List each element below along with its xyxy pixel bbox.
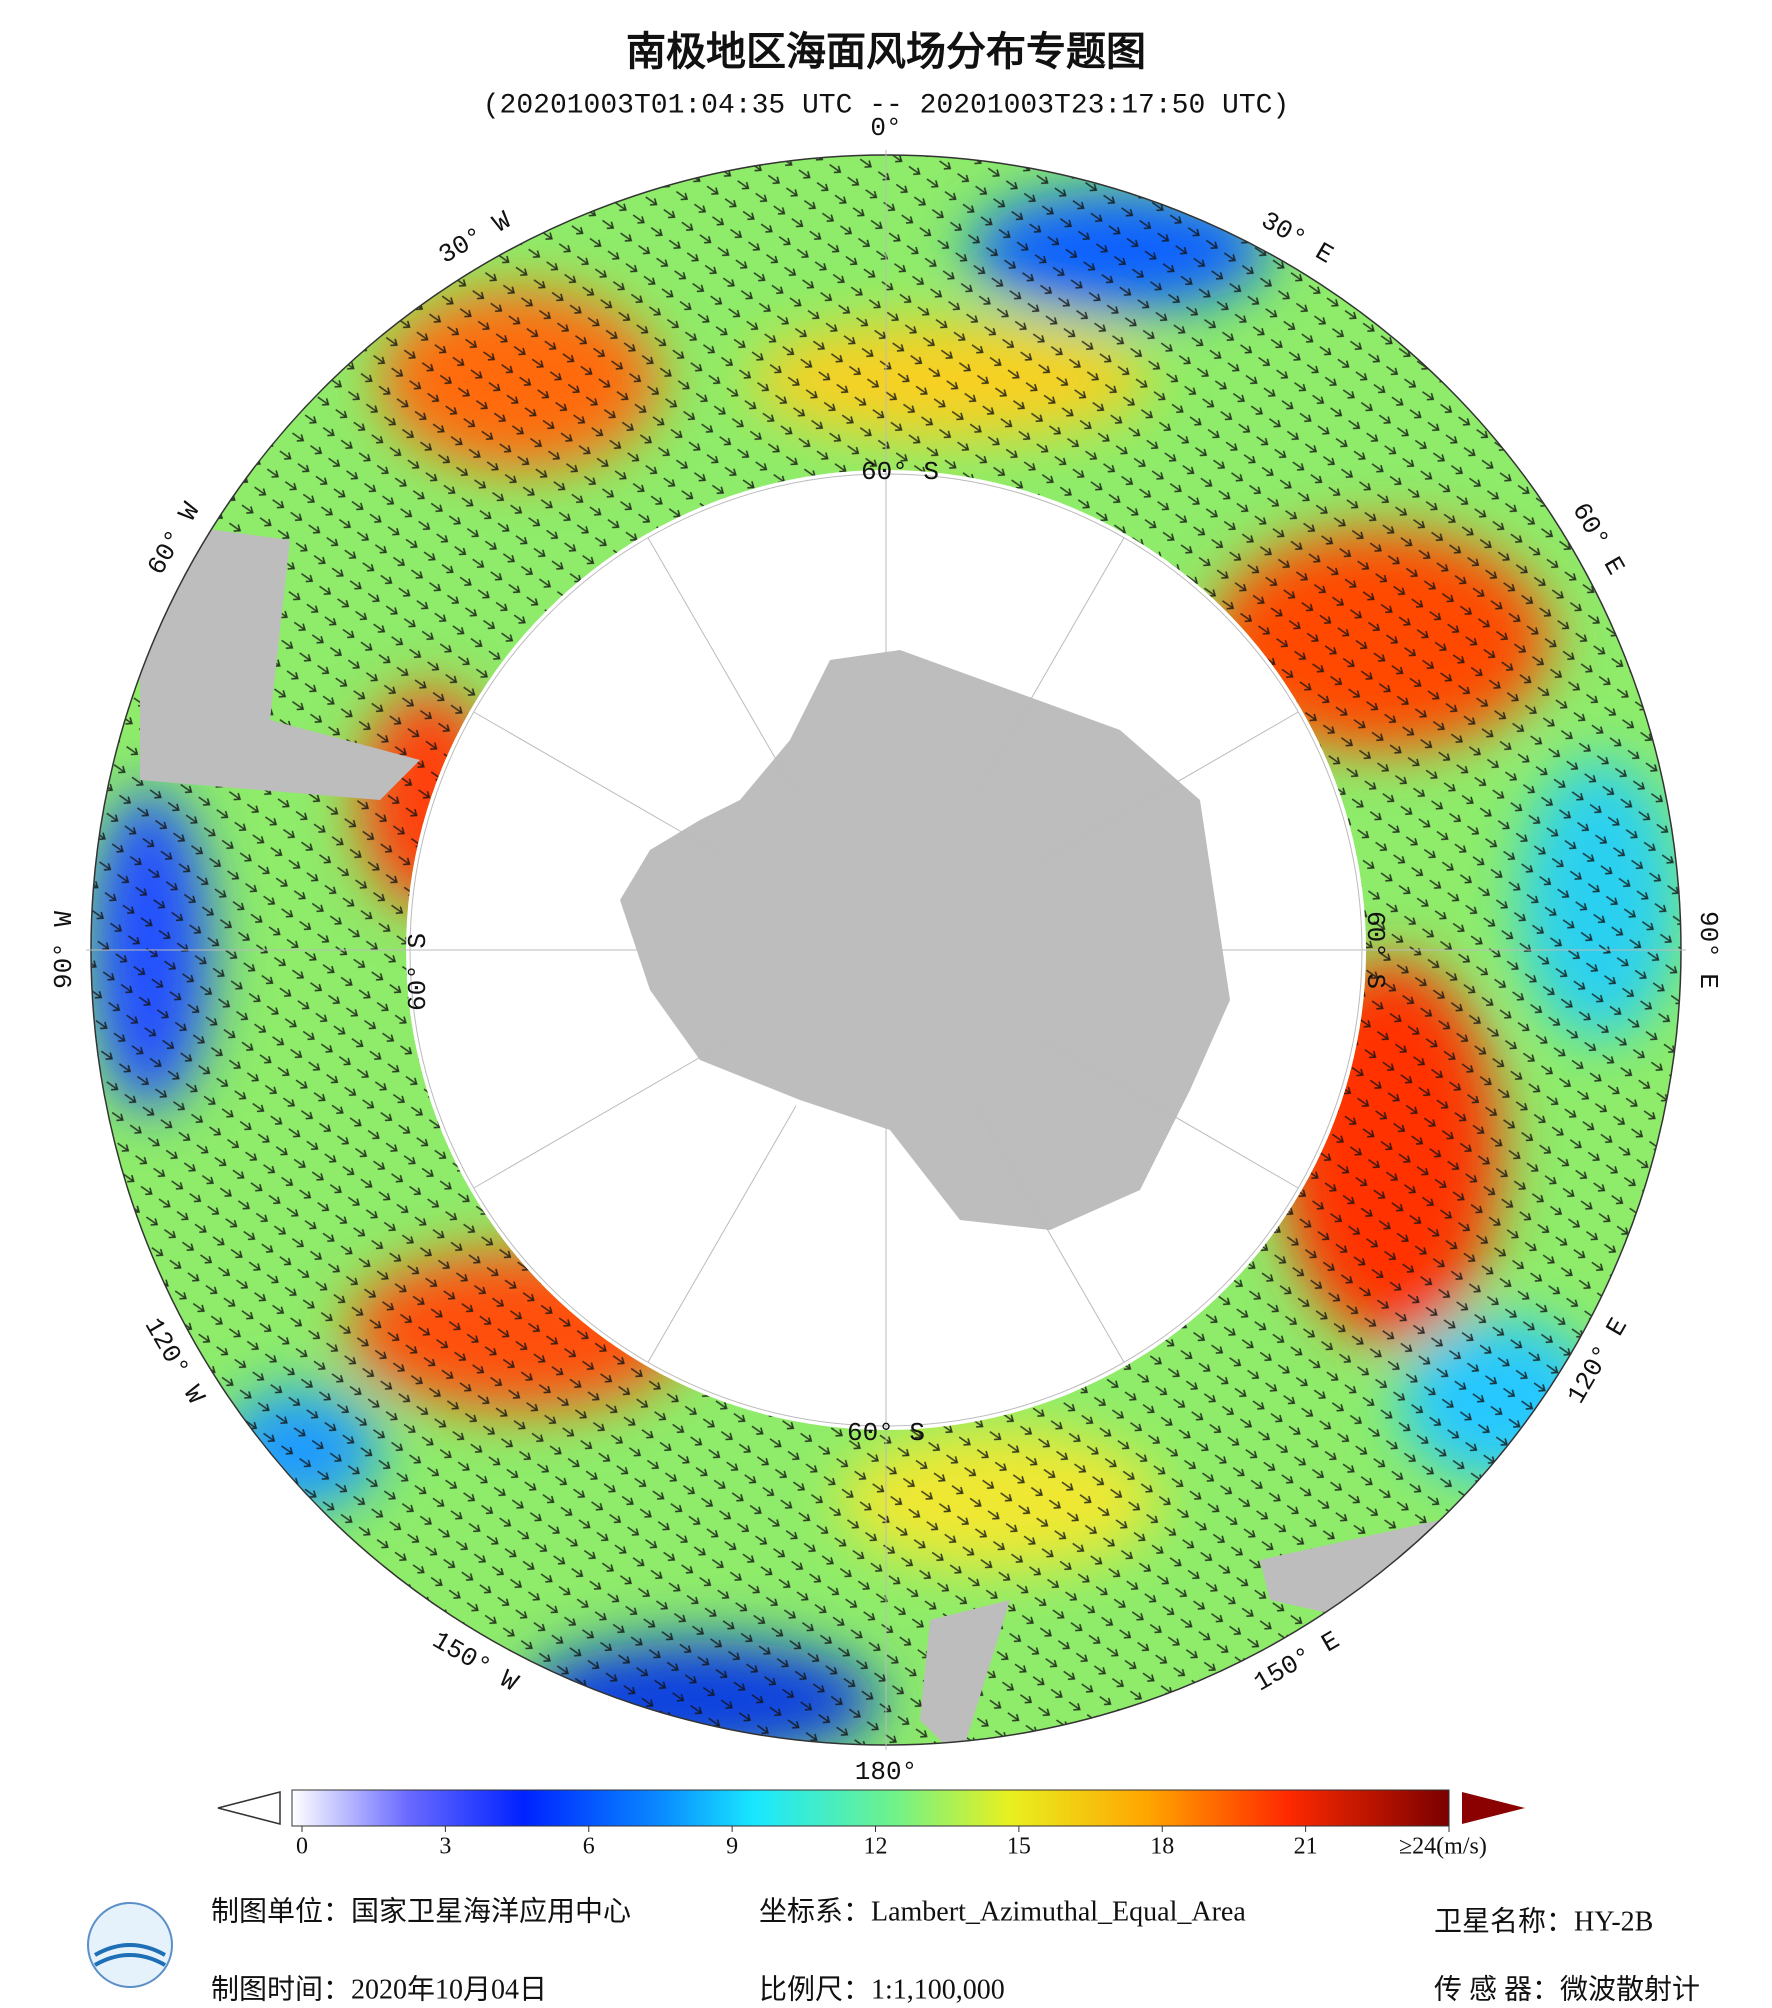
footer-sensor: 传 感 器：微波散射计 xyxy=(1434,1973,1700,2005)
colorbar-tick-label: 9 xyxy=(726,1834,738,1860)
colorbar-tick-label: 0 xyxy=(296,1834,308,1860)
subtitle: (20201003T01:04:35 UTC -- 20201003T23:17… xyxy=(483,90,1290,121)
antarctica xyxy=(620,650,1230,1230)
graticule-line xyxy=(1041,1039,1299,1189)
title: 南极地区海面风场分布专题图 xyxy=(626,29,1146,75)
latitude-label: 60° S xyxy=(403,933,433,1011)
graticule-line xyxy=(647,537,797,795)
graticule-line xyxy=(473,1039,731,1189)
colorbar-tick-label: ≥24(m/s) xyxy=(1399,1834,1487,1860)
footer-date: 制图时间：2020年10月04日 xyxy=(211,1973,547,2005)
latitude-label: 60° S xyxy=(847,1418,925,1448)
longitude-label: 180° xyxy=(855,1757,917,1787)
footer-satellite: 卫星名称：HY-2B xyxy=(1434,1905,1653,1937)
colorbar-tick-label: 15 xyxy=(1007,1834,1031,1860)
latitude-label: 60° S xyxy=(1360,911,1390,989)
footer-producer: 制图单位：国家卫星海洋应用中心 xyxy=(211,1895,631,1927)
graticule-line xyxy=(975,1105,1125,1363)
footer-scale: 比例尺：1:1,100,000 xyxy=(759,1973,1005,2005)
colorbar-tick-label: 18 xyxy=(1150,1834,1174,1860)
longitude-label: 90° W xyxy=(49,911,79,989)
longitude-label: 90° E xyxy=(1693,911,1723,989)
colorbar-tick-label: 6 xyxy=(583,1834,595,1860)
graticule-line xyxy=(1041,711,1299,861)
graticule-line xyxy=(647,1105,797,1363)
colorbar-tick-label: 21 xyxy=(1294,1834,1318,1860)
graticule-line xyxy=(473,711,731,861)
legend-arrows xyxy=(217,1789,1525,1827)
colorbar-tick-label: 12 xyxy=(864,1834,888,1860)
colorbar-tick-label: 3 xyxy=(439,1834,451,1860)
graticule-line xyxy=(975,537,1125,795)
longitude-label: 0° xyxy=(870,113,901,143)
logo xyxy=(87,1902,173,1988)
latitude-label: 60° S xyxy=(861,457,939,487)
footer-projection: 坐标系：Lambert_Azimuthal_Equal_Area xyxy=(759,1895,1246,1927)
